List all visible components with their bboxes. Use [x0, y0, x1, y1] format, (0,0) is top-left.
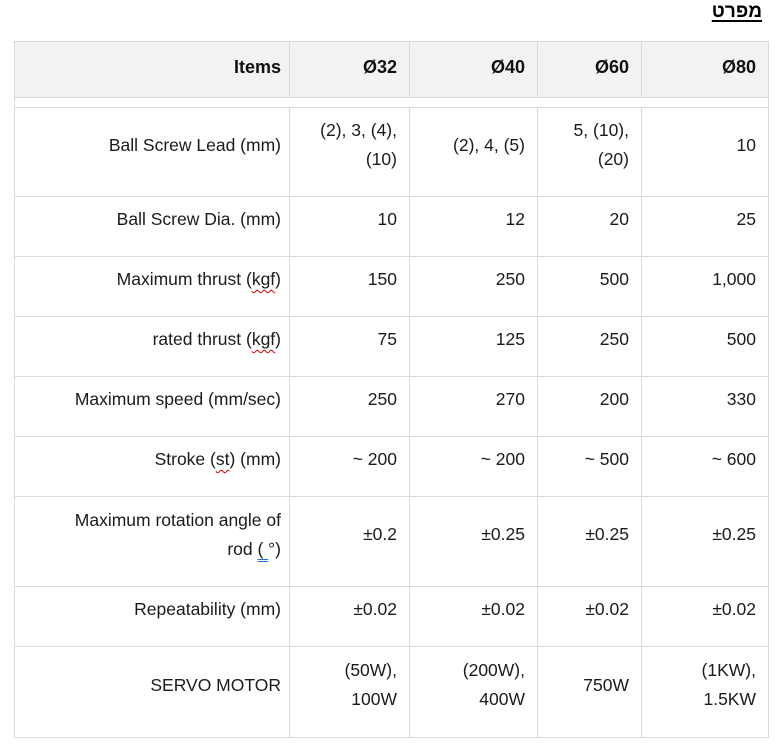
table-body: Ball Screw Lead (mm) (2), 3, (4), (10) (2)… — [15, 107, 768, 737]
header-spacer — [15, 98, 768, 107]
row-label: Ball Screw Lead (mm) — [15, 108, 290, 196]
table-header-row: Items Ø32 Ø40 Ø60 Ø80 — [15, 42, 768, 98]
cell-value: 5, (10), (20) — [538, 108, 642, 196]
cell-value: 250 — [410, 257, 538, 316]
cell-value: ±0.2 — [290, 497, 410, 586]
cell-value: ~ 200 — [410, 437, 538, 496]
cell-value: 150 — [290, 257, 410, 316]
table-row: Ball Screw Dia. (mm) 10 12 20 25 — [15, 196, 768, 256]
cell-value: 10 — [736, 134, 756, 155]
row-label: Ball Screw Dia. (mm) — [15, 197, 290, 256]
row-label: rated thrust (kgf) — [15, 317, 290, 376]
cell-value: 250 — [290, 377, 410, 436]
cell-value: 750W — [538, 647, 642, 737]
cell-value: ±0.02 — [712, 599, 756, 619]
cell-value: 330 — [726, 389, 756, 409]
header-cell-d60: Ø60 — [538, 42, 642, 97]
page-title: מפרט — [711, 1, 762, 22]
spell-check-mark: kgf — [251, 329, 276, 349]
table-row: SERVO MOTOR (50W), 100W (200W), 400W 750W (1… — [15, 646, 768, 737]
row-label: Repeatability (mm) — [15, 587, 290, 646]
cell-value: (50W), 100W — [290, 647, 410, 737]
cell-value: 270 — [410, 377, 538, 436]
header-cell-items: Items — [15, 42, 290, 97]
cell-value: ±0.25 — [538, 497, 642, 586]
table-row: rated thrust (kgf) 75 125 250 500 — [15, 316, 768, 376]
cell-value: 25 — [736, 209, 756, 229]
table-row: Ball Screw Lead (mm) (2), 3, (4), (10) (2)… — [15, 107, 768, 196]
cell-value: 75 — [290, 317, 410, 376]
row-label: Stroke (st) (mm) — [15, 437, 290, 496]
cell-value: (1KW), 1.5KW — [701, 660, 756, 709]
cell-value: ±0.25 — [712, 524, 756, 544]
header-cell-d32: Ø32 — [290, 42, 410, 97]
header-cell-d40: Ø40 — [410, 42, 538, 97]
cell-value: ±0.25 — [410, 497, 538, 586]
spell-check-mark: kgf — [251, 269, 276, 289]
spell-check-mark: st — [215, 449, 230, 469]
cell-value: 125 — [410, 317, 538, 376]
row-label: Maximum thrust (kgf) — [15, 257, 290, 316]
cell-value: ±0.02 — [410, 587, 538, 646]
table-row: Maximum speed (mm/sec) 250 270 200 330 — [15, 376, 768, 436]
cell-value: 1,000 — [712, 269, 756, 289]
row-label: Maximum rotation angle of rod ( °) — [15, 497, 290, 586]
spec-table: Items Ø32 Ø40 Ø60 Ø80 Ball Screw Lead (m… — [14, 41, 769, 738]
cell-value: 200 — [538, 377, 642, 436]
cell-value: ~ 600 — [711, 449, 756, 469]
cell-value: 10 — [290, 197, 410, 256]
cell-value: (2), 4, (5) — [410, 108, 538, 196]
cell-value: ±0.02 — [290, 587, 410, 646]
cell-value: ±0.02 — [538, 587, 642, 646]
cell-value: 12 — [410, 197, 538, 256]
table-row: Stroke (st) (mm) ~ 200 ~ 200 ~ 500 ~ 600 — [15, 436, 768, 496]
cell-value: ~ 200 — [290, 437, 410, 496]
header-cell-d80: Ø80 — [721, 57, 756, 77]
cell-value: 250 — [538, 317, 642, 376]
cell-value: 20 — [538, 197, 642, 256]
table-row: Maximum rotation angle of rod ( °) ±0.2 ±0… — [15, 496, 768, 586]
row-label: SERVO MOTOR — [15, 647, 290, 737]
table-row: Maximum thrust (kgf) 150 250 500 1,000 — [15, 256, 768, 316]
cell-value: (200W), 400W — [410, 647, 538, 737]
row-label: Maximum speed (mm/sec) — [15, 377, 290, 436]
cell-value: 500 — [538, 257, 642, 316]
cell-value: ~ 500 — [538, 437, 642, 496]
grammar-check-mark: ( — [257, 538, 269, 559]
table-row: Repeatability (mm) ±0.02 ±0.02 ±0.02 ±0.02 — [15, 586, 768, 646]
cell-value: (2), 3, (4), (10) — [290, 108, 410, 196]
cell-value: 500 — [726, 329, 756, 349]
